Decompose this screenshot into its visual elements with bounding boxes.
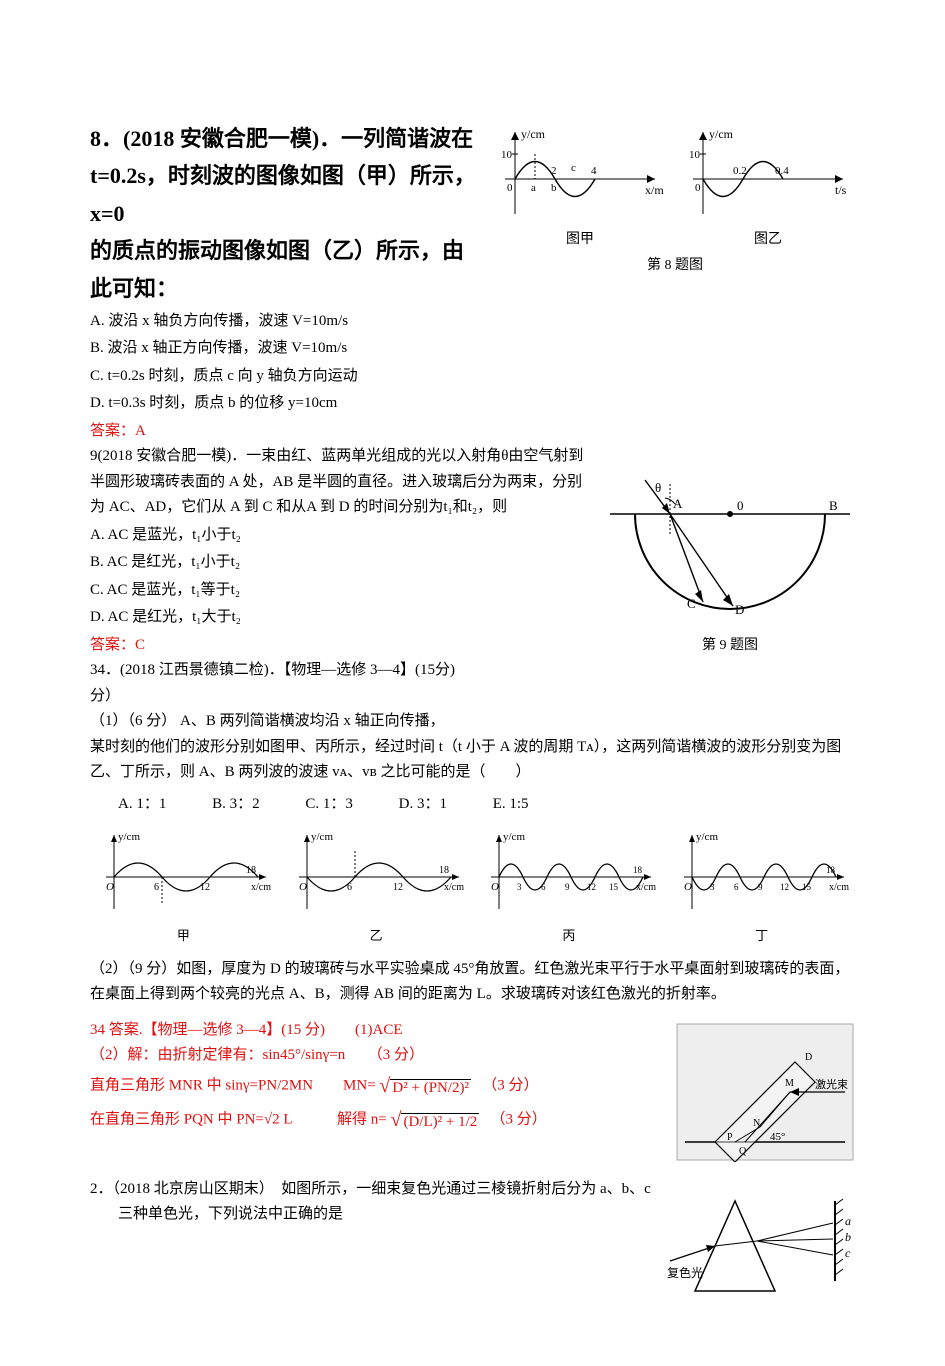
- svg-text:b: b: [845, 1230, 851, 1244]
- svg-text:y/cm: y/cm: [696, 831, 718, 843]
- svg-text:O: O: [491, 881, 499, 893]
- svg-text:12: 12: [780, 882, 789, 892]
- svg-text:y/cm: y/cm: [709, 127, 734, 141]
- svg-text:Q: Q: [739, 1146, 747, 1157]
- wave-yi: y/cm x/cm 6 12 18 O 乙: [283, 827, 470, 946]
- svg-text:a: a: [845, 1214, 851, 1228]
- q34-head: 34．(2018 江西景德镇二检)．【物理—选修 3—4】(15分): [90, 658, 855, 684]
- svg-text:0: 0: [695, 182, 701, 194]
- svg-text:O: O: [106, 881, 114, 893]
- svg-text:4: 4: [591, 165, 597, 177]
- q34-p1a: （1）（6 分） A、B 两列简谐横波均沿 x 轴正向传播，: [90, 709, 855, 735]
- svg-text:0: 0: [737, 498, 744, 513]
- svg-text:y/cm: y/cm: [521, 127, 546, 141]
- svg-text:激光束: 激光束: [815, 1077, 848, 1091]
- svg-text:6: 6: [734, 882, 739, 892]
- svg-text:0.2: 0.2: [733, 165, 747, 177]
- svg-text:10: 10: [689, 149, 701, 161]
- svg-text:N: N: [753, 1118, 760, 1129]
- svg-text:x/cm: x/cm: [829, 882, 849, 893]
- svg-text:D: D: [735, 602, 744, 617]
- q8-opt-c: C. t=0.2s 时刻，质点 c 向 y 轴负方向运动: [90, 364, 855, 390]
- svg-text:y/cm: y/cm: [311, 831, 333, 843]
- q8-fig-b-caption: 图乙: [683, 228, 853, 252]
- q2-prism-figure: 复色光 a b c: [665, 1181, 855, 1318]
- svg-text:3: 3: [517, 882, 522, 892]
- svg-text:O: O: [299, 881, 307, 893]
- svg-text:y/cm: y/cm: [503, 831, 525, 843]
- svg-text:O: O: [684, 881, 692, 893]
- svg-text:t/s: t/s: [835, 183, 847, 197]
- q8-fig-group-caption: 第 8 题图: [495, 254, 855, 278]
- svg-text:B: B: [829, 498, 838, 513]
- q8-figure-group: y/cm x/m 10 a b c 2 4 0 图甲: [495, 124, 855, 278]
- svg-text:C: C: [687, 596, 696, 611]
- svg-text:12: 12: [587, 882, 596, 892]
- svg-text:15: 15: [802, 882, 812, 892]
- svg-text:D: D: [805, 1052, 812, 1063]
- q34-opt-e: E. 1:5: [493, 792, 529, 818]
- svg-text:M: M: [785, 1078, 794, 1089]
- q34-opts-row: A. 1：1 B. 3：2 C. 1：3 D. 3：1 E. 1:5: [118, 792, 855, 818]
- svg-text:b: b: [551, 182, 557, 194]
- q34-glass-figure: 激光束 45° P N M D Q: [675, 1022, 855, 1169]
- q34-spacer: 分）: [90, 684, 855, 710]
- svg-text:18: 18: [246, 865, 256, 876]
- q9-figure: 0 A B θ C D 第 9 题图: [605, 474, 855, 657]
- svg-text:18: 18: [633, 865, 643, 875]
- svg-text:12: 12: [393, 882, 403, 893]
- svg-text:0: 0: [507, 182, 513, 194]
- svg-text:18: 18: [439, 865, 449, 876]
- svg-text:6: 6: [154, 882, 159, 893]
- q9-fig-caption: 第 9 题图: [605, 634, 855, 658]
- q8-figure-b: y/cm t/s 10 0.2 0.4 0 图乙: [683, 124, 853, 252]
- svg-text:复色光: 复色光: [667, 1266, 703, 1280]
- wave-bing: y/cm x/cm 3 6 9 12 15 18 O 丙: [476, 827, 663, 946]
- q8-opt-a: A. 波沿 x 轴负方向传播，波速 V=10m/s: [90, 309, 855, 335]
- svg-text:10: 10: [501, 149, 513, 161]
- svg-text:9: 9: [758, 882, 763, 892]
- svg-text:x/m: x/m: [645, 183, 664, 197]
- q34-p2: （2）（9 分）如图，厚度为 D 的玻璃砖与水平实验桌成 45°角放置。红色激光…: [90, 957, 855, 1008]
- svg-text:c: c: [571, 162, 576, 174]
- svg-text:18: 18: [826, 865, 836, 875]
- svg-text:6: 6: [347, 882, 352, 893]
- q8-answer: 答案：A: [90, 419, 855, 445]
- svg-text:15: 15: [609, 882, 619, 892]
- wave-ding: y/cm x/cm 3 6 9 12 15 18 O 丁: [668, 827, 855, 946]
- svg-text:0.4: 0.4: [775, 165, 789, 177]
- q8-opt-b: B. 波沿 x 轴正方向传播，波速 V=10m/s: [90, 336, 855, 362]
- q8-fig-a-caption: 图甲: [495, 228, 665, 252]
- svg-text:6: 6: [541, 882, 546, 892]
- svg-text:θ: θ: [655, 480, 661, 495]
- svg-text:12: 12: [200, 882, 210, 893]
- wave-jia: y/cm x/cm 6 12 18 O 甲: [90, 827, 277, 946]
- svg-text:2: 2: [551, 165, 557, 177]
- q8-figure-a: y/cm x/m 10 a b c 2 4 0 图甲: [495, 124, 665, 252]
- q34-opt-b: B. 3：2: [212, 792, 260, 818]
- svg-text:45°: 45°: [770, 1131, 785, 1143]
- svg-text:c: c: [845, 1246, 851, 1260]
- svg-text:y/cm: y/cm: [118, 831, 140, 843]
- svg-text:P: P: [727, 1132, 733, 1143]
- svg-text:3: 3: [710, 882, 715, 892]
- svg-text:a: a: [531, 182, 536, 194]
- svg-text:9: 9: [565, 882, 570, 892]
- q34-p1b: 某时刻的他们的波形分别如图甲、丙所示，经过时间 t（t 小于 A 波的周期 Tᴀ…: [90, 735, 855, 786]
- q34-opt-a: A. 1：1: [118, 792, 166, 818]
- q34-wave-row: y/cm x/cm 6 12 18 O 甲 y/cm x/cm 6 12 18 …: [90, 827, 855, 946]
- svg-text:x/cm: x/cm: [444, 882, 464, 893]
- q34-opt-c: C. 1：3: [305, 792, 353, 818]
- svg-text:x/cm: x/cm: [251, 882, 271, 893]
- q34-opt-d: D. 3：1: [399, 792, 447, 818]
- q8-opt-d: D. t=0.3s 时刻，质点 b 的位移 y=10cm: [90, 391, 855, 417]
